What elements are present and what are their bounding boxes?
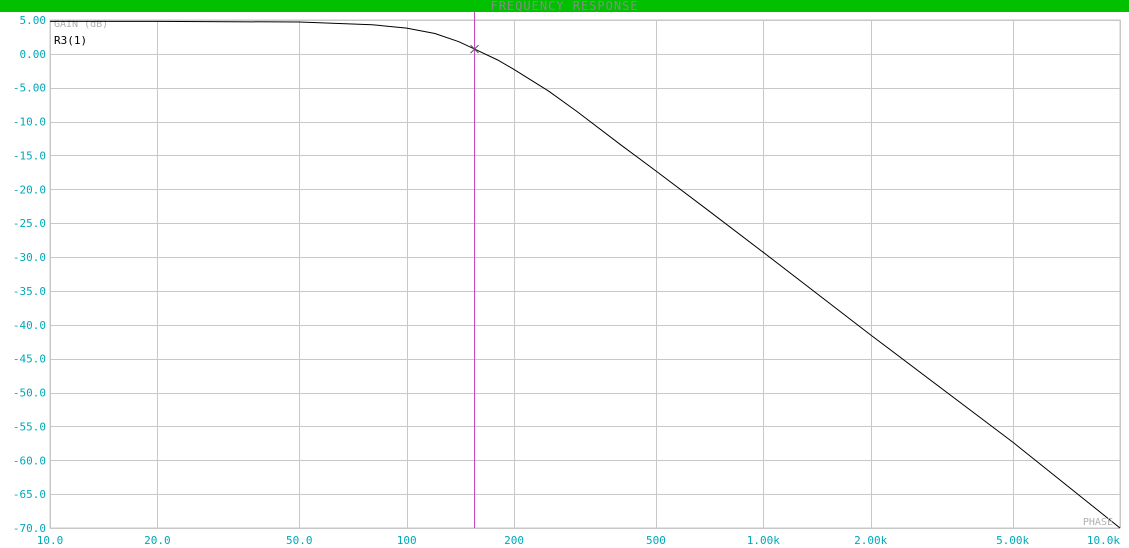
y-tick-label: -10.0 — [13, 116, 46, 129]
y-tick-label: -45.0 — [13, 353, 46, 366]
y-tick-label: -25.0 — [13, 217, 46, 230]
y-tick-label: -40.0 — [13, 319, 46, 332]
y-tick-label: -50.0 — [13, 387, 46, 400]
y-tick-label: -15.0 — [13, 149, 46, 162]
series-legend: R3(1) — [54, 34, 87, 47]
grid-lines — [49, 19, 1121, 529]
y-tick-label: -70.0 — [13, 522, 46, 535]
x-tick-label: 5.00k — [996, 534, 1029, 547]
y-tick-label: -20.0 — [13, 183, 46, 196]
title-bar: FREQUENCY RESPONSE — [0, 0, 1129, 13]
y-axis-label: GAIN (dB) — [54, 19, 108, 30]
y-tick-label: -65.0 — [13, 488, 46, 501]
x-tick-label: 1.00k — [747, 534, 780, 547]
y-tick-label: -55.0 — [13, 420, 46, 433]
series-legend-label: R3(1) — [54, 34, 87, 47]
window-title: FREQUENCY RESPONSE — [490, 0, 639, 13]
y-tick-label: -60.0 — [13, 454, 46, 467]
y-tick-label: -30.0 — [13, 251, 46, 264]
x-tick-label: 50.0 — [286, 534, 313, 547]
cursor-marker[interactable] — [470, 44, 479, 54]
y-tick-label: 5.00 — [20, 14, 47, 27]
series-line — [50, 20, 1121, 529]
series-group — [50, 20, 1121, 529]
cursor-group[interactable] — [470, 12, 479, 528]
x-axis-tick-labels: 10.0 20.0 50.0 100 200 500 1.00k 2.00k 5.00k 10.0… — [37, 534, 1121, 547]
y-tick-label: -35.0 — [13, 285, 46, 298]
plot-frame — [49, 19, 1121, 529]
x-tick-label: 20.0 — [144, 534, 171, 547]
y-tick-label: 0.00 — [20, 48, 47, 61]
y-axis-tick-labels: 5.00 0.00 -5.00 -10.0 -15.0 -20.0 -25.0 -30.0 -3… — [13, 14, 46, 535]
x-tick-label: 10.0k — [1087, 534, 1120, 547]
phase-label: PHASE — [1083, 517, 1113, 528]
x-tick-label: 200 — [504, 534, 524, 547]
x-tick-label: 10.0 — [37, 534, 64, 547]
x-tick-label: 2.00k — [854, 534, 887, 547]
x-tick-label: 100 — [397, 534, 417, 547]
y-tick-label: -5.00 — [13, 82, 46, 95]
x-tick-label: 500 — [646, 534, 666, 547]
